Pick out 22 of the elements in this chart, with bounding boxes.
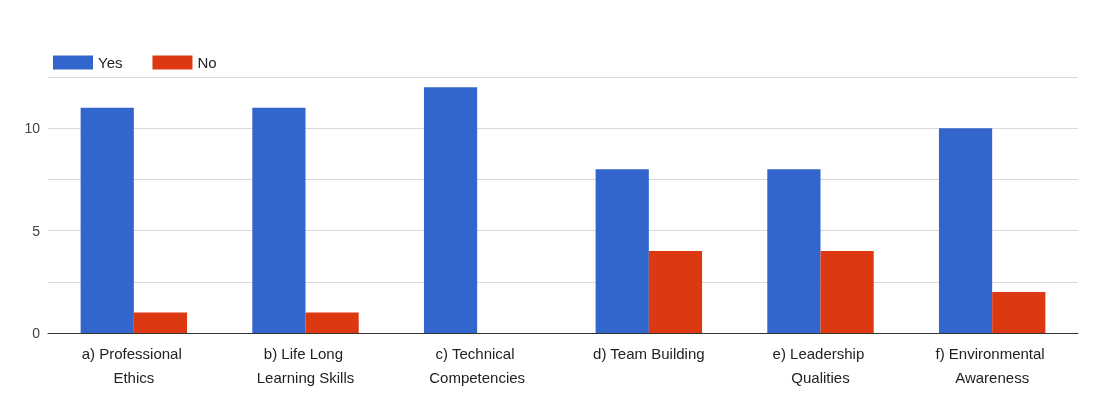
x-tick-label: f) Environmental Awareness — [935, 344, 1049, 386]
bar — [595, 169, 649, 333]
bar — [767, 169, 821, 333]
bar — [305, 312, 359, 333]
legend-label: No — [197, 54, 217, 71]
y-tick-label: 10 — [24, 120, 41, 137]
bar — [648, 251, 703, 333]
x-tick-label: a) Professional Ethics — [81, 344, 186, 386]
legend-label: Yes — [98, 54, 123, 71]
y-tick-label: 0 — [32, 325, 41, 341]
bar — [820, 251, 874, 333]
x-tick-label: b) Life Long Learning Skills — [256, 344, 355, 386]
bar — [133, 312, 188, 333]
bar — [252, 107, 306, 333]
x-tick-label: c) Technical Competencies — [429, 344, 526, 386]
bar — [992, 292, 1046, 333]
bar — [938, 128, 993, 333]
x-tick-label: d) Team Building — [593, 344, 705, 362]
bar — [423, 87, 478, 333]
y-tick-label: 5 — [32, 222, 41, 239]
x-tick-label: e) Leadership Qualities — [772, 344, 869, 386]
bar — [80, 107, 134, 333]
